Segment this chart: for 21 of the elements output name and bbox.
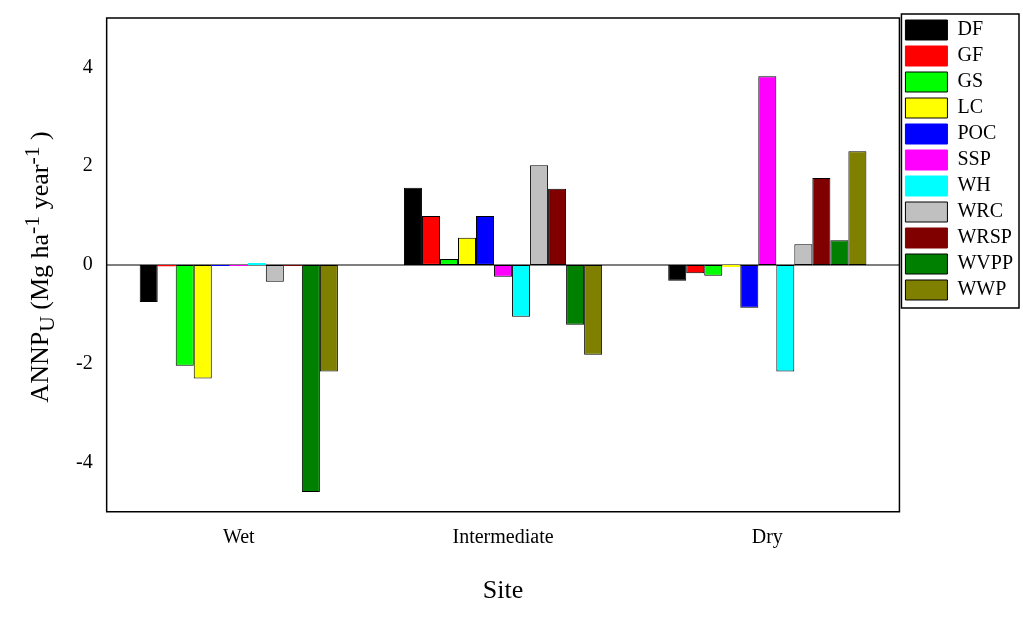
legend-label: LC — [957, 95, 983, 118]
legend-label: GF — [957, 43, 984, 66]
legend-label: SSP — [957, 147, 991, 170]
legend-label: DF — [957, 17, 984, 40]
x-tick-label: Intermediate — [452, 525, 554, 548]
legend-label: POC — [957, 121, 997, 144]
x-axis-title: Site — [482, 575, 524, 605]
y-tick-label: 2 — [82, 153, 93, 176]
legend-label: WRSP — [957, 225, 1012, 248]
y-tick-label: -4 — [75, 449, 93, 472]
legend-label: WWP — [957, 277, 1007, 300]
y-tick-label: -2 — [75, 350, 93, 373]
y-tick-label: 0 — [82, 252, 93, 275]
legend-label: WVPP — [957, 251, 1014, 274]
x-tick-label: Dry — [751, 525, 783, 549]
legend-label: GS — [957, 69, 984, 92]
bar — [139, 264, 158, 302]
x-tick-label: Wet — [222, 525, 256, 548]
y-tick-label: 4 — [82, 54, 93, 77]
legend-label: WH — [957, 173, 991, 196]
legend-label: WRC — [957, 199, 1003, 222]
